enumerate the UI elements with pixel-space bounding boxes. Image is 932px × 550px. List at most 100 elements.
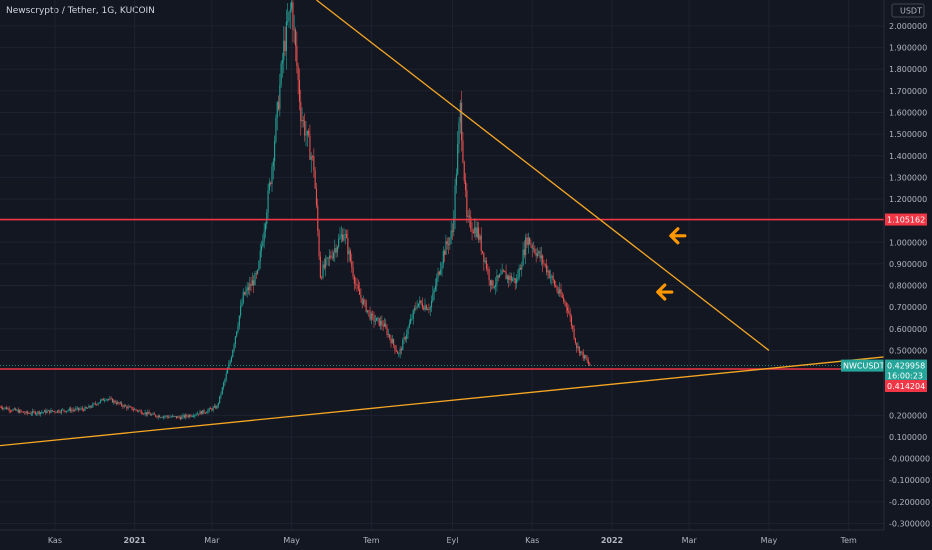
candle-body (472, 231, 474, 234)
candle-body (413, 307, 416, 311)
candle-body (580, 351, 582, 354)
candle-body (306, 130, 308, 135)
candle-body (496, 275, 498, 285)
candle-body (521, 265, 523, 270)
candle-body (400, 348, 403, 351)
candle-body (298, 80, 301, 102)
candle-body (421, 303, 423, 308)
candle-body (119, 402, 121, 404)
candle-body (478, 227, 480, 240)
currency-label: USDT (900, 7, 922, 16)
candle-body (501, 270, 503, 275)
time-tick-label: Kas (525, 536, 539, 545)
candle-body (73, 409, 76, 411)
candle-body (377, 317, 379, 319)
candle-body (344, 234, 346, 235)
price-tick-label: 1.300000 (889, 173, 927, 182)
candle-body (41, 412, 43, 413)
candle-body (143, 413, 145, 415)
candle-body (480, 235, 482, 251)
candle-body (80, 408, 82, 410)
candle-body (552, 275, 554, 281)
candle-body (561, 295, 563, 298)
candle-body (275, 117, 277, 142)
candle-body (43, 410, 46, 413)
candle-body (49, 410, 51, 413)
candle-body (412, 310, 414, 319)
candle-body (515, 279, 518, 284)
currency-button[interactable] (891, 3, 925, 18)
candle-body (258, 261, 260, 270)
candle-body (202, 410, 204, 415)
candle-body (479, 235, 481, 240)
candle-body (24, 412, 26, 414)
candle-body (381, 320, 383, 326)
candle-body (565, 302, 567, 308)
candle-body (68, 408, 70, 411)
candle-body (360, 294, 362, 298)
candle-body (535, 252, 537, 257)
candle-body (170, 416, 172, 418)
candle-body (475, 227, 477, 237)
candle-body (126, 406, 128, 409)
candle-body (207, 410, 209, 413)
candle-body (338, 238, 340, 247)
candle-body (353, 276, 355, 284)
candle-body (7, 408, 9, 410)
candle-body (50, 410, 52, 413)
time-tick-label: May (761, 536, 778, 545)
candle-body (100, 400, 102, 403)
candle-body (164, 416, 166, 418)
chart-header-symbol[interactable]: Newscrypto / Tether, 1G, KUCOIN (6, 6, 155, 16)
candle-body (586, 358, 588, 361)
candle-body (169, 416, 171, 418)
time-tick-label: Kas (48, 536, 62, 545)
candle-body (318, 230, 320, 257)
candle-body (279, 84, 281, 110)
price-tick-label: 1.700000 (889, 87, 927, 96)
candle-body (518, 268, 520, 278)
candle-body (121, 402, 123, 406)
candle-body (287, 21, 289, 22)
candle-body (83, 409, 85, 411)
candle-body (195, 414, 197, 416)
candle-body (247, 287, 250, 291)
candle-body (470, 216, 472, 230)
candle-body (458, 122, 460, 144)
time-tick-label: May (283, 536, 300, 545)
candle-body (445, 241, 447, 255)
candle-body (304, 120, 306, 136)
candle-body (123, 405, 125, 407)
candle-body (115, 402, 117, 404)
candle-body (449, 237, 451, 245)
time-axis[interactable]: Kas 2021 Mar May Tem Eyl Kas 2022 Mar May Tem (0, 529, 884, 550)
candle-body (229, 361, 231, 365)
candle-body (463, 162, 465, 181)
candle-body (432, 293, 434, 301)
candle-body (200, 411, 202, 415)
candle-body (546, 264, 548, 273)
candle-body (64, 410, 66, 412)
candle-body (79, 409, 81, 410)
descending-trendline[interactable] (316, 0, 770, 351)
candle-body (510, 275, 512, 281)
candle-body (105, 399, 107, 401)
price-axis[interactable]: 2.000000 1.900000 1.800000 1.700000 1.600000… (883, 0, 932, 550)
candle-body (11, 410, 13, 412)
candle-body (63, 409, 65, 411)
candle-body (551, 275, 553, 278)
candle-body (219, 395, 221, 404)
candle-body (291, 2, 293, 10)
candle-body (138, 410, 140, 412)
candle-body (268, 182, 270, 191)
candle-series (0, 0, 591, 421)
ascending-trendline[interactable] (0, 356, 885, 447)
candle-body (12, 409, 14, 411)
candle-body (488, 269, 490, 281)
candle-body (272, 161, 274, 167)
candle-body (309, 135, 311, 160)
candle-body (226, 369, 229, 374)
candle-body (183, 415, 185, 418)
candle-body (209, 408, 212, 410)
